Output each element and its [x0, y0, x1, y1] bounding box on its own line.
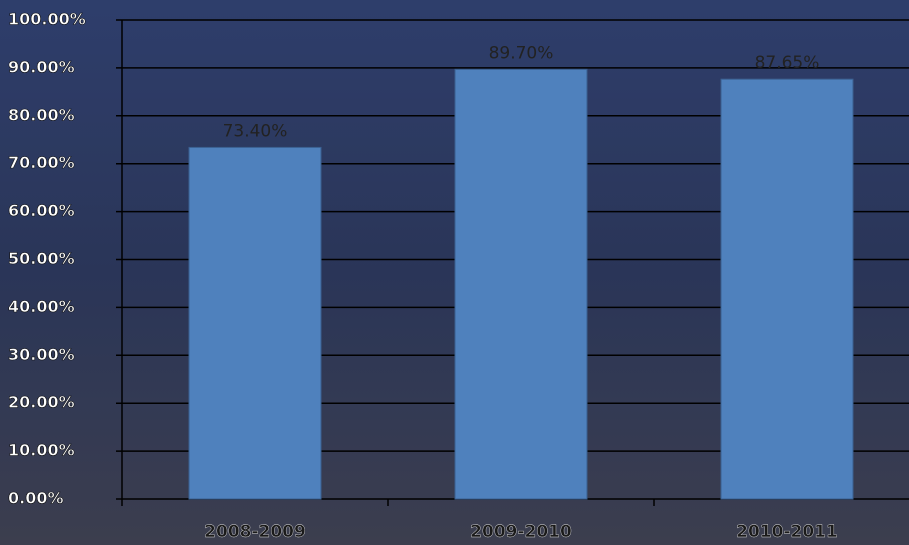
chart: 0.00% 10.00% 20.00% 30.00% 40.00% 50.00% 60.00… [0, 0, 909, 545]
y-tick-label: 0.00% [8, 489, 64, 508]
y-tick-label: 30.00% [8, 345, 75, 364]
y-tick-label: 40.00% [8, 297, 75, 316]
y-tick-label: 80.00% [8, 105, 75, 124]
y-tick-label: 10.00% [8, 441, 75, 460]
page: 0.00% 10.00% 20.00% 30.00% 40.00% 50.00% 60.00… [0, 0, 909, 545]
value-label: 89.70% [489, 43, 554, 63]
y-tick-label: 90.00% [8, 57, 75, 76]
x-tick-label: 2009-2010 [470, 522, 572, 542]
y-tick-label: 70.00% [8, 153, 75, 172]
value-label: 87.65% [755, 53, 820, 73]
bar [189, 147, 321, 499]
bar [455, 69, 587, 499]
bar [721, 79, 853, 499]
y-tick-label: 100.00% [8, 10, 86, 29]
x-tick-label: 2010-2011 [736, 522, 838, 542]
y-tick-label: 60.00% [8, 201, 75, 220]
y-tick-label: 50.00% [8, 249, 75, 268]
x-tick-label: 2008-2009 [204, 522, 306, 542]
value-label: 73.40% [223, 121, 288, 141]
y-tick-label: 20.00% [8, 393, 75, 412]
